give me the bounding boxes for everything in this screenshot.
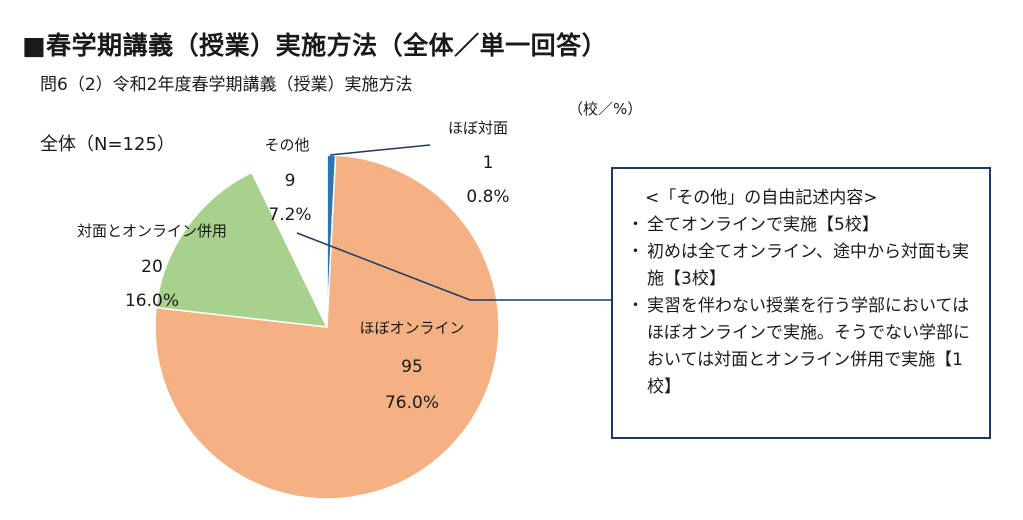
slice-label-count: 95 xyxy=(401,357,423,377)
note-box-title: <「その他」の自由記述内容> xyxy=(645,188,878,208)
other-free-text-box: <「その他」の自由記述内容> 全てオンラインで実施【5校】 初めは全てオンライン… xyxy=(611,167,991,439)
slice-label-count: 9 xyxy=(285,171,296,191)
slice-label-percent: 0.8% xyxy=(466,187,509,207)
pie-slice xyxy=(155,171,329,328)
note-item: 全てオンラインで実施【5校】 xyxy=(627,212,981,239)
pie-slice xyxy=(250,154,328,328)
leader-line xyxy=(296,232,611,301)
unit-label: （校／%） xyxy=(568,100,643,118)
note-item: 初めは全てオンライン、途中から対面も実施【3校】 xyxy=(627,239,981,293)
slice-label-percent: 76.0% xyxy=(385,393,439,413)
question-title: 問6（2）令和2年度春学期講義（授業）実施方法 xyxy=(40,75,413,95)
slice-label-name: ほぼオンライン xyxy=(359,319,464,337)
slice-label-name: その他 xyxy=(264,136,309,154)
slice-label-count: 1 xyxy=(483,153,494,173)
slice-label-name: ほぼ対面 xyxy=(448,119,508,137)
note-item: 実習を伴わない授業を行う学部においてはほぼオンラインで実施。そうでない学部におい… xyxy=(627,293,981,401)
slice-label-percent: 7.2% xyxy=(268,205,311,225)
slice-label-percent: 16.0% xyxy=(125,291,179,311)
chart-title: 全体（N=125） xyxy=(40,134,175,155)
slice-label-count: 20 xyxy=(141,257,163,277)
slice-label-name: 対面とオンライン併用 xyxy=(77,222,227,240)
note-box-list: 全てオンラインで実施【5校】 初めは全てオンライン、途中から対面も実施【3校】 … xyxy=(627,212,981,401)
page-heading: ■春学期講義（授業）実施方法（全体／単一回答） xyxy=(22,31,608,60)
leader-line xyxy=(329,144,431,156)
